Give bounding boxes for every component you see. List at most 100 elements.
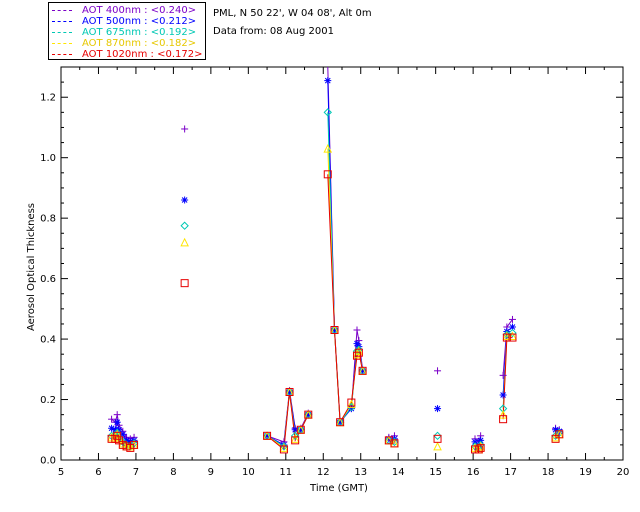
x-tick-label: 19: [579, 467, 592, 478]
data-point-4: [502, 333, 511, 342]
data-point-2: [180, 221, 189, 230]
y-tick-label: 0.0: [40, 456, 56, 467]
y-tick-label: 1.0: [40, 153, 56, 164]
data-point-3: [347, 399, 356, 409]
legend-swatch-870nm: [52, 43, 72, 44]
data-point-4: [285, 387, 294, 396]
data-point-2: [433, 431, 442, 441]
data-point-4: [474, 445, 483, 454]
data-point-4: [323, 170, 332, 179]
y-tick-label: 1.2: [40, 93, 56, 104]
series-line-0: [266, 390, 309, 443]
data-point-4: [180, 279, 189, 288]
location-text: PML, N 50 22', W 04 08', Alt 0m: [213, 8, 372, 19]
data-point-1: [477, 436, 485, 444]
data-point-1: [181, 196, 189, 204]
legend-item-500nm: AOT 500nm : <0.212>: [52, 16, 196, 27]
data-point-0: [108, 415, 116, 423]
data-point-1: [324, 77, 332, 85]
x-tick-label: 15: [429, 467, 442, 478]
legend-item-1020nm: AOT 1020nm : <0.172>: [52, 49, 202, 60]
x-tick-label: 7: [133, 467, 139, 478]
legend-swatch-500nm: [52, 21, 72, 22]
x-tick-label: 8: [170, 467, 176, 478]
legend-swatch-1020nm: [52, 54, 72, 55]
series-line-4: [266, 391, 309, 451]
data-point-4: [433, 434, 442, 443]
series-line-0: [327, 66, 364, 422]
data-point-4: [296, 425, 305, 434]
data-point-0: [113, 411, 121, 419]
data-point-4: [354, 348, 363, 357]
data-point-0: [434, 367, 442, 375]
y-tick-label: 0.4: [40, 335, 56, 346]
data-point-4: [476, 443, 485, 452]
data-point-4: [555, 430, 564, 439]
data-point-4: [130, 440, 139, 449]
data-point-3: [354, 346, 364, 356]
data-point-0: [353, 326, 361, 334]
series-line-4: [327, 174, 364, 424]
data-point-4: [390, 439, 399, 448]
data-point-4: [263, 431, 272, 440]
data-point-2: [323, 108, 332, 117]
legend-item-675nm: AOT 675nm : <0.192>: [52, 27, 196, 38]
data-point-3: [112, 429, 122, 439]
data-point-1: [113, 418, 121, 426]
x-tick-label: 10: [242, 467, 255, 478]
x-tick-label: 9: [208, 467, 214, 478]
y-tick-label: 0.2: [40, 395, 56, 406]
data-point-4: [499, 415, 508, 424]
legend-item-870nm: AOT 870nm : <0.182>: [52, 38, 196, 49]
legend-item-400nm: AOT 400nm : <0.240>: [52, 5, 196, 16]
data-point-4: [347, 398, 356, 407]
x-tick-label: 17: [504, 467, 517, 478]
data-point-3: [279, 443, 289, 452]
data-point-0: [508, 315, 516, 323]
x-tick-label: 11: [279, 467, 292, 478]
data-point-2: [476, 440, 485, 450]
legend-label-870nm: AOT 870nm : <0.182>: [82, 38, 197, 49]
x-tick-label: 5: [58, 467, 64, 478]
data-point-3: [498, 410, 508, 419]
data-point-2: [508, 328, 517, 338]
data-point-3: [180, 237, 189, 247]
data-point-4: [279, 445, 288, 454]
data-point-1: [434, 405, 442, 413]
data-point-3: [323, 144, 333, 153]
data-point-2: [279, 442, 289, 451]
plot-area: [60, 66, 624, 461]
x-tick-label: 6: [95, 467, 101, 478]
legend-label-500nm: AOT 500nm : <0.212>: [82, 16, 197, 27]
legend-label-1020nm: AOT 1020nm : <0.172>: [82, 49, 203, 60]
y-tick-label: 0.8: [40, 214, 56, 225]
series-line-2: [327, 112, 364, 424]
data-point-4: [113, 431, 122, 440]
data-point-3: [290, 434, 300, 443]
data-point-4: [330, 326, 339, 335]
date-text: Data from: 08 Aug 2001: [213, 26, 334, 37]
data-point-2: [354, 345, 364, 354]
x-tick-label: 13: [354, 467, 367, 478]
legend-swatch-400nm: [52, 10, 72, 11]
x-axis-label: Time (GMT): [309, 483, 368, 494]
data-point-4: [304, 410, 313, 419]
data-point-0: [499, 371, 507, 379]
y-tick-label: 0.6: [40, 274, 56, 285]
x-tick-label: 12: [317, 467, 330, 478]
y-axis-label: Aerosol Optical Thickness: [26, 203, 37, 331]
x-tick-label: 18: [542, 467, 555, 478]
data-point-4: [358, 366, 367, 375]
legend-label-400nm: AOT 400nm : <0.240>: [82, 5, 197, 16]
data-point-4: [508, 333, 517, 342]
x-tick-label: 16: [467, 467, 480, 478]
data-point-4: [291, 436, 300, 445]
data-point-1: [499, 391, 507, 399]
data-point-4: [336, 418, 345, 427]
data-point-2: [290, 431, 300, 441]
data-point-0: [181, 125, 189, 133]
series-line-1: [266, 391, 309, 446]
x-tick-label: 14: [392, 467, 405, 478]
legend-label-675nm: AOT 675nm : <0.192>: [82, 27, 197, 38]
